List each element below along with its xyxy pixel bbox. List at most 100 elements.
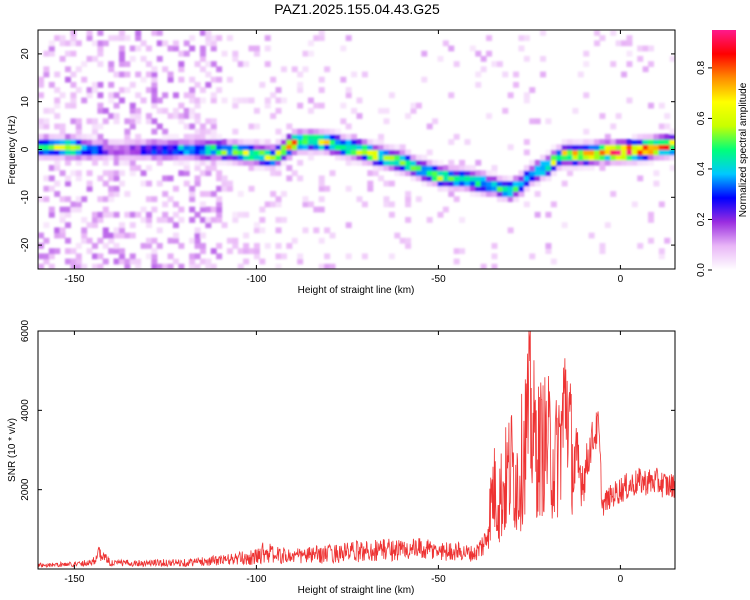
spectrogram-cell xyxy=(437,170,444,177)
spectrogram-cell xyxy=(637,159,644,166)
spectrogram-cell xyxy=(415,154,422,161)
spectrogram-cell xyxy=(108,113,115,119)
spectrogram-cell xyxy=(113,258,120,265)
spectrogram-cell xyxy=(189,97,196,104)
spectrogram-cell xyxy=(507,196,514,203)
spectrogram-cell xyxy=(621,40,628,47)
spectrogram-cell xyxy=(232,159,239,166)
spectrogram-cell xyxy=(129,159,136,166)
spectrogram-cell xyxy=(124,133,131,140)
spectrogram-cell xyxy=(388,165,395,171)
spectrogram-cell xyxy=(653,154,660,161)
spectrogram-cell xyxy=(183,107,190,114)
colorbar-gradient xyxy=(712,30,736,270)
spectrogram-cell xyxy=(124,258,131,265)
spectrogram-cell xyxy=(97,40,104,47)
spectrogram-cell xyxy=(172,40,179,47)
spectrogram-cell xyxy=(167,237,174,244)
spectrogram-cell xyxy=(221,144,228,151)
spectrogram-cell xyxy=(345,253,352,260)
spectrogram-cell xyxy=(334,144,341,151)
spectrogram-cell xyxy=(178,139,185,145)
spectrogram-cell xyxy=(129,102,136,109)
spectrogram-cell xyxy=(156,40,163,47)
spectrogram-cell xyxy=(205,206,212,213)
spectrogram-cell xyxy=(124,191,131,197)
spectrogram-cell xyxy=(318,139,325,145)
spectrogram-cell xyxy=(648,237,655,244)
spectrogram-cell xyxy=(167,71,174,78)
spectrogram-cell xyxy=(102,180,109,187)
spectrogram-cell xyxy=(243,149,250,156)
spectrogram-cell xyxy=(599,165,606,171)
spectrogram-cell xyxy=(345,92,352,99)
colorbar-label: Normalized spectral amplitude xyxy=(738,82,749,217)
spectrogram-cell xyxy=(523,55,530,62)
spectrogram-cell xyxy=(118,30,125,36)
spectrogram-cell xyxy=(91,55,98,62)
spectrogram-cell xyxy=(38,196,44,203)
spectrogram-cell xyxy=(264,97,271,104)
spectrogram-cell xyxy=(599,243,606,249)
spectrogram-cell xyxy=(183,133,190,140)
spectrogram-cell xyxy=(189,237,196,244)
spectrogram-cell xyxy=(205,139,212,145)
spectrogram-cell xyxy=(561,154,568,161)
spectrogram-cell xyxy=(410,154,417,161)
spectrogram-cell xyxy=(172,139,179,145)
spectrogram-cell xyxy=(378,149,385,156)
spectrogram-cell xyxy=(572,159,579,166)
spectrogram-cell xyxy=(54,139,61,145)
spectrogram-cell xyxy=(48,45,55,52)
spectrogram-cell xyxy=(43,185,50,192)
spectrogram-cell xyxy=(113,102,120,109)
spectrogram-cell xyxy=(545,175,552,182)
spectrogram-cell xyxy=(108,237,115,244)
spectrogram-cell xyxy=(91,253,98,260)
spectrogram-cell xyxy=(637,144,644,151)
spectrogram-cell xyxy=(415,196,422,203)
spectrogram-cell xyxy=(637,45,644,52)
spectrogram-cell xyxy=(86,149,93,156)
spectrogram-cell xyxy=(491,191,498,197)
spectrogram-cell xyxy=(216,139,223,145)
spectrogram-cell xyxy=(280,144,287,151)
spectrogram-cell xyxy=(135,144,142,151)
spectrogram-cell xyxy=(140,180,147,187)
spectrogram-cell xyxy=(253,253,260,260)
spectrogram-cell xyxy=(167,45,174,52)
spectrogram-cell xyxy=(496,61,503,67)
spectrogram-cell xyxy=(572,165,579,171)
spectrogram-cell xyxy=(97,123,104,130)
spectrogram-cell xyxy=(75,263,82,269)
spectrogram-cell xyxy=(599,159,606,166)
spectrogram-cell xyxy=(556,154,563,161)
spectrogram-cell xyxy=(302,201,309,208)
spectrogram-cell xyxy=(178,113,185,119)
spectrogram-cell xyxy=(297,133,304,140)
spectrogram-cell xyxy=(572,107,579,114)
spectrogram-cell xyxy=(307,149,314,156)
spectrogram-cell xyxy=(156,227,163,234)
spectrogram-cell xyxy=(54,227,61,234)
spectrogram-cell xyxy=(642,139,649,145)
spectrogram-cell xyxy=(405,149,412,156)
spectrogram-cell xyxy=(545,118,552,125)
spectrogram-cell xyxy=(253,154,260,161)
spectrogram-cell xyxy=(448,165,455,171)
spectrogram-cell xyxy=(210,45,217,52)
spectrogram-cell xyxy=(372,144,379,151)
spectrogram-cell xyxy=(664,154,671,161)
spectrogram-cell xyxy=(38,154,44,161)
spectrogram-cell xyxy=(383,201,390,208)
spectrogram-cell xyxy=(102,196,109,203)
spectrogram-cell xyxy=(518,180,525,187)
spectrogram-cell xyxy=(226,76,233,83)
spectrogram-cell xyxy=(243,97,250,104)
spectrogram-cell xyxy=(313,227,320,234)
spectrogram-cell xyxy=(194,175,201,182)
spectrogram-cell xyxy=(523,92,530,99)
spectrogram-cell xyxy=(372,159,379,166)
spectrogram-cell xyxy=(140,243,147,249)
spectrogram-cell xyxy=(626,97,633,104)
